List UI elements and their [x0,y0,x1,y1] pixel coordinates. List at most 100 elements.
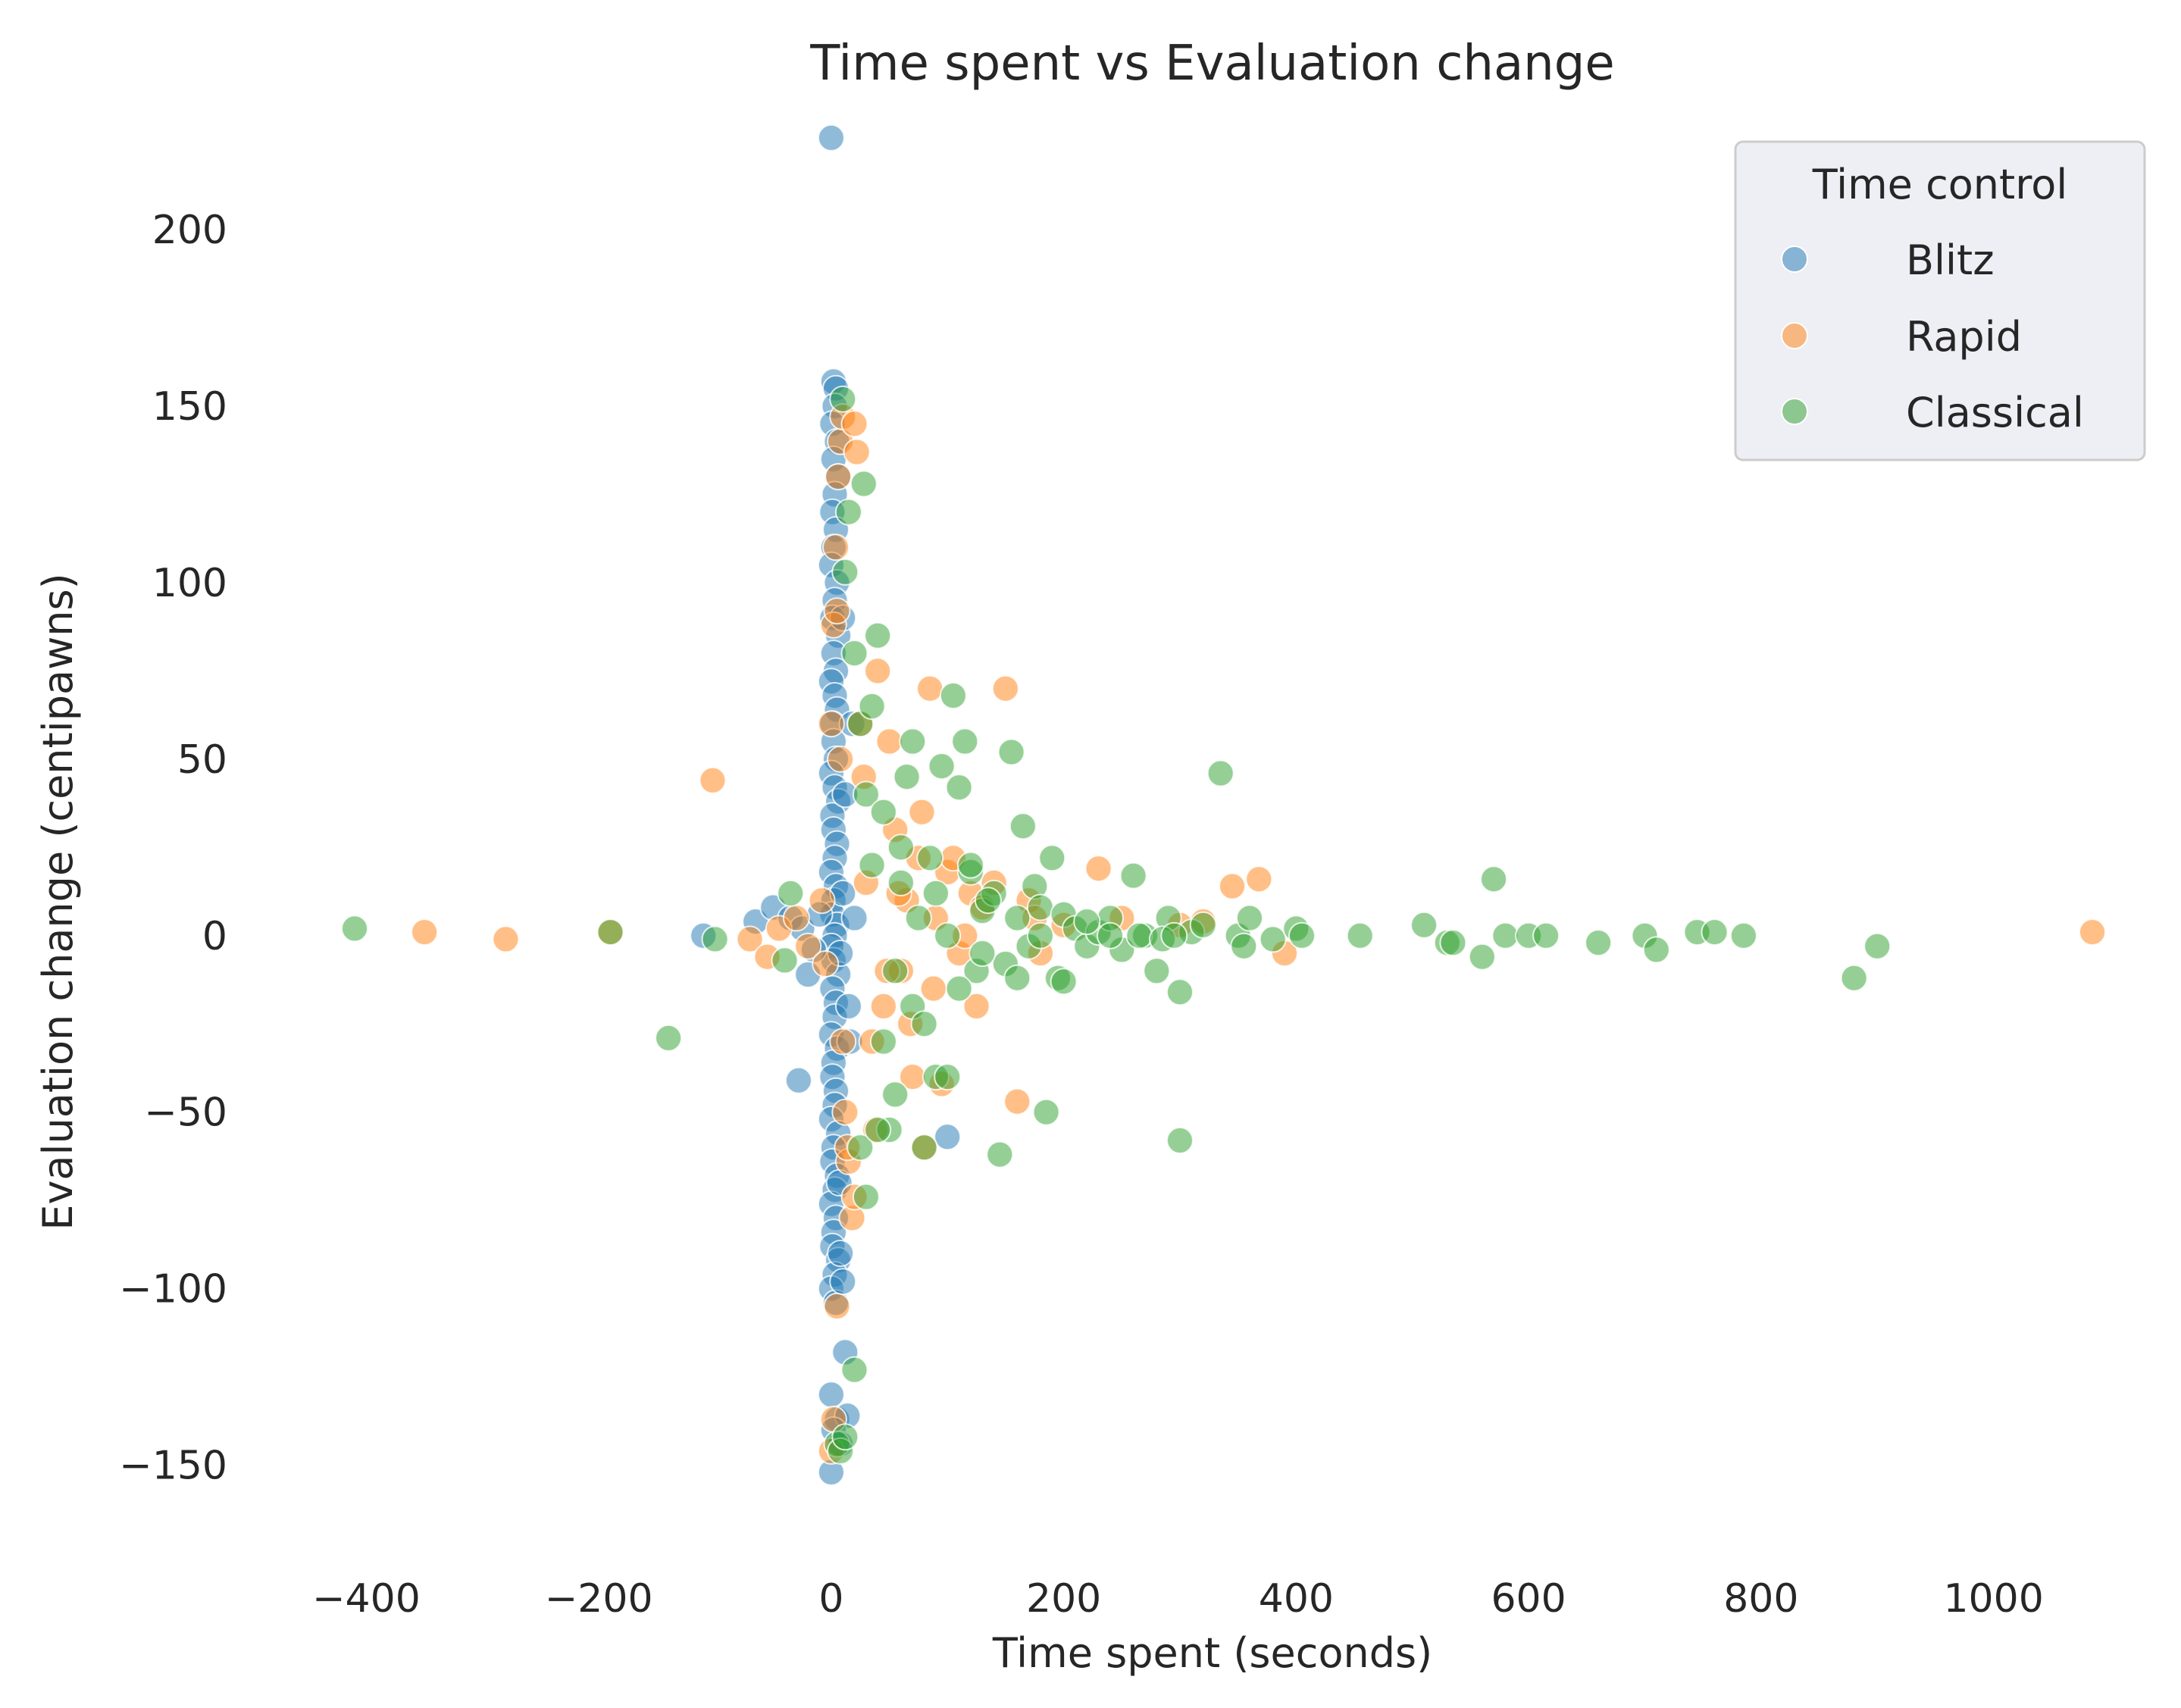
data-point [840,1356,868,1384]
data-point [928,752,956,780]
legend-title: Time control [1812,161,2068,208]
data-point [869,1028,897,1056]
data-point [1532,921,1560,949]
data-point [986,1140,1014,1168]
data-point [1642,936,1670,964]
data-point [934,1123,962,1151]
y-tick-label: 150 [152,384,227,430]
data-point [1003,904,1031,932]
y-tick-label: −150 [119,1444,227,1489]
data-point [1143,957,1171,985]
legend-marker-blitz [1781,246,1808,273]
data-point [916,844,944,872]
data-point [492,925,520,953]
data-point [962,992,990,1020]
data-point [1259,925,1287,953]
data-point [784,1066,812,1094]
data-point [1480,865,1508,893]
data-point [840,640,868,668]
data-points [341,124,2106,1486]
data-point [829,385,857,413]
legend-item-rapid: Rapid [1781,313,2022,361]
data-point [945,974,973,1003]
data-point [817,124,845,152]
data-point [341,915,368,943]
data-point [1230,932,1258,960]
x-tick-label: 200 [1026,1576,1101,1622]
data-point [834,992,862,1020]
data-point [887,834,915,862]
data-point [829,1268,857,1296]
y-tick-labels: −150 −100 −50 0 50 100 150 200 [119,208,227,1488]
data-point [1026,893,1054,921]
data-point [864,1116,892,1143]
data-point [864,621,892,649]
data-point [1125,921,1153,949]
data-point [910,1134,938,1162]
data-point [817,710,845,738]
series-classical [341,385,1892,1465]
data-point [997,738,1025,766]
data-point [817,1381,845,1409]
data-point [899,727,927,755]
data-point [893,763,921,791]
y-axis-label: Evaluation change (centipawns) [34,573,82,1230]
data-point [1189,911,1217,939]
data-point [823,1292,851,1320]
data-point [869,798,897,826]
legend-label-blitz: Blitz [1906,236,1995,284]
data-point [1009,812,1037,840]
x-tick-labels: −400 −200 0 200 400 600 800 1000 [312,1576,2044,1622]
legend: Time control Blitz Rapid Classical [1734,140,2146,461]
data-point [1160,921,1188,949]
chart-title: Time spent vs Evaluation change [809,36,1614,92]
x-tick-label: −400 [312,1576,421,1622]
x-tick-label: 800 [1723,1576,1798,1622]
data-point [655,1024,683,1052]
data-point [782,904,810,932]
x-tick-label: −200 [545,1576,653,1622]
data-point [831,1098,859,1126]
data-point [825,463,853,491]
data-point [1206,759,1234,787]
legend-item-blitz: Blitz [1781,236,1995,284]
data-point [1073,908,1101,936]
y-tick-label: 200 [152,208,227,253]
y-tick-label: 100 [152,561,227,606]
data-point [852,1183,880,1211]
data-point [850,470,878,498]
x-tick-label: 400 [1259,1576,1334,1622]
data-point [919,974,947,1003]
data-point [840,904,868,932]
data-point [1245,865,1273,893]
data-point [1346,921,1374,949]
y-tick-label: 0 [202,914,227,959]
data-point [1701,918,1729,946]
data-point [934,921,962,949]
x-tick-label: 600 [1491,1576,1566,1622]
data-point [1840,964,1868,992]
data-point [596,918,624,946]
data-point [1219,872,1246,900]
data-point [1863,932,1892,960]
data-point [951,727,979,755]
data-point [827,745,855,773]
legend-label-rapid: Rapid [1906,313,2022,361]
data-point [974,887,1002,915]
data-point [1050,968,1078,996]
data-point [1410,911,1438,939]
y-tick-label: 50 [177,737,227,783]
x-tick-label: 0 [818,1576,843,1622]
data-point [939,682,967,709]
legend-marker-classical [1781,398,1808,425]
y-tick-label: −50 [144,1090,227,1136]
data-point [1468,943,1496,971]
x-axis-label: Time spent (seconds) [992,1629,1432,1677]
data-point [736,925,764,953]
data-point [822,533,850,562]
data-point [1032,1098,1060,1126]
data-point [1166,978,1194,1006]
data-point [840,410,868,438]
data-point [1119,862,1147,890]
